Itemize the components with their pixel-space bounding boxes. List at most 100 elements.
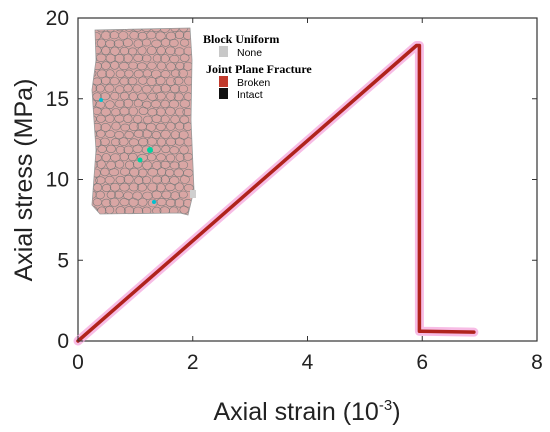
y-axis-ticks: 0 5 10 15 20 [46, 7, 537, 353]
specimen-cell [105, 53, 116, 63]
specimen-cell [170, 28, 180, 33]
specimen-cell [124, 131, 134, 140]
legend-group-title: Joint Plane Fracture [206, 62, 312, 76]
specimen-cell [170, 84, 180, 94]
specimen-cell [120, 91, 130, 101]
specimen-cell [96, 159, 106, 169]
specimen-cell [160, 129, 171, 139]
y-tick-label: 0 [57, 330, 69, 353]
specimen-cell [141, 176, 152, 184]
specimen-inset-image [91, 27, 196, 216]
specimen-cell [166, 91, 176, 101]
legend-group-title: Block Uniform [203, 32, 279, 46]
specimen-cell [141, 28, 152, 32]
specimen-cell [128, 106, 138, 116]
specimen-cell [136, 183, 147, 192]
x-tick-label: 4 [302, 351, 314, 374]
specimen-cell [155, 122, 166, 131]
specimen-cell [170, 130, 180, 139]
specimen-cell [110, 46, 120, 56]
specimen-cell [173, 92, 184, 102]
legend-swatch-none [219, 46, 228, 57]
specimen-cell [156, 137, 166, 147]
specimen-cell [105, 39, 116, 48]
specimen-cell [174, 30, 185, 40]
specimen-cell [164, 213, 174, 215]
specimen-cell [114, 160, 125, 169]
specimen-cell [165, 137, 177, 147]
specimen-cell [123, 174, 134, 184]
specimen-cell [156, 61, 167, 71]
specimen-cell [147, 92, 158, 101]
specimen-cell [96, 28, 106, 33]
specimen-cell [151, 175, 163, 184]
specimen-cell [137, 197, 148, 207]
x-axis-title-end: ) [392, 398, 400, 426]
specimen-cell [114, 190, 124, 199]
specimen-cell [125, 160, 135, 170]
specimen-cell [147, 108, 158, 117]
specimen-cell [151, 114, 162, 123]
specimen-cell [114, 99, 126, 108]
specimen-cell [174, 198, 185, 208]
fracture-highlight [152, 200, 156, 204]
y-tick-label: 10 [46, 169, 69, 192]
fracture-highlight [137, 157, 143, 163]
specimen-cell [175, 107, 186, 117]
specimen-cell [123, 84, 133, 93]
specimen-cell [119, 46, 130, 56]
specimen-cell [92, 32, 101, 41]
specimen-cell [142, 191, 153, 200]
specimen-cell [92, 153, 102, 162]
specimen-cell [178, 130, 189, 140]
specimen-cell [155, 91, 166, 101]
y-tick-label: 20 [46, 7, 69, 30]
specimen-cell [179, 174, 190, 184]
specimen-cell [129, 122, 140, 132]
specimen-cell [96, 129, 106, 138]
specimen-cell [128, 197, 139, 207]
specimen-cell [92, 214, 101, 215]
fracture-highlight [147, 147, 153, 153]
specimen-cell [137, 31, 148, 41]
specimen-cell [123, 53, 133, 63]
specimen-cell [101, 198, 112, 208]
specimen-cell [124, 69, 134, 78]
specimen-cell [92, 190, 97, 199]
specimen-cell [101, 184, 112, 193]
specimen-cell [165, 46, 176, 56]
specimen-cell [110, 61, 120, 70]
specimen-cell [173, 77, 184, 85]
legend-item-label: None [237, 47, 262, 59]
specimen-cell [100, 214, 110, 215]
specimen-cell [128, 213, 138, 215]
specimen-cell [109, 197, 120, 207]
specimen-cell [114, 53, 125, 63]
specimen-cell [155, 76, 166, 86]
specimen-cell [118, 31, 129, 40]
specimen-cell [160, 70, 171, 79]
specimen-cell [146, 77, 157, 86]
specimen-cell [169, 161, 180, 170]
specimen-cell [118, 137, 129, 146]
specimen-cell [115, 69, 126, 78]
specimen-cell [146, 153, 157, 162]
specimen-cell [137, 153, 148, 162]
specimen-cell [106, 190, 116, 199]
specimen-cell [141, 54, 152, 63]
specimen-cell [179, 145, 189, 155]
specimen-cell [100, 123, 111, 132]
specimen-cell [99, 92, 111, 101]
legend-item-label: Broken [237, 77, 270, 89]
specimen-cell [100, 107, 111, 117]
specimen-cell [170, 115, 180, 124]
specimen-cell [165, 77, 176, 86]
specimen-cell [115, 145, 126, 155]
specimen-cell [133, 39, 144, 49]
specimen-cell [147, 212, 157, 215]
specimen-cell [146, 137, 158, 146]
specimen-cell [108, 168, 120, 177]
y-tick-label: 5 [57, 249, 69, 272]
specimen-cell [160, 38, 171, 47]
specimen-cell [146, 46, 157, 55]
